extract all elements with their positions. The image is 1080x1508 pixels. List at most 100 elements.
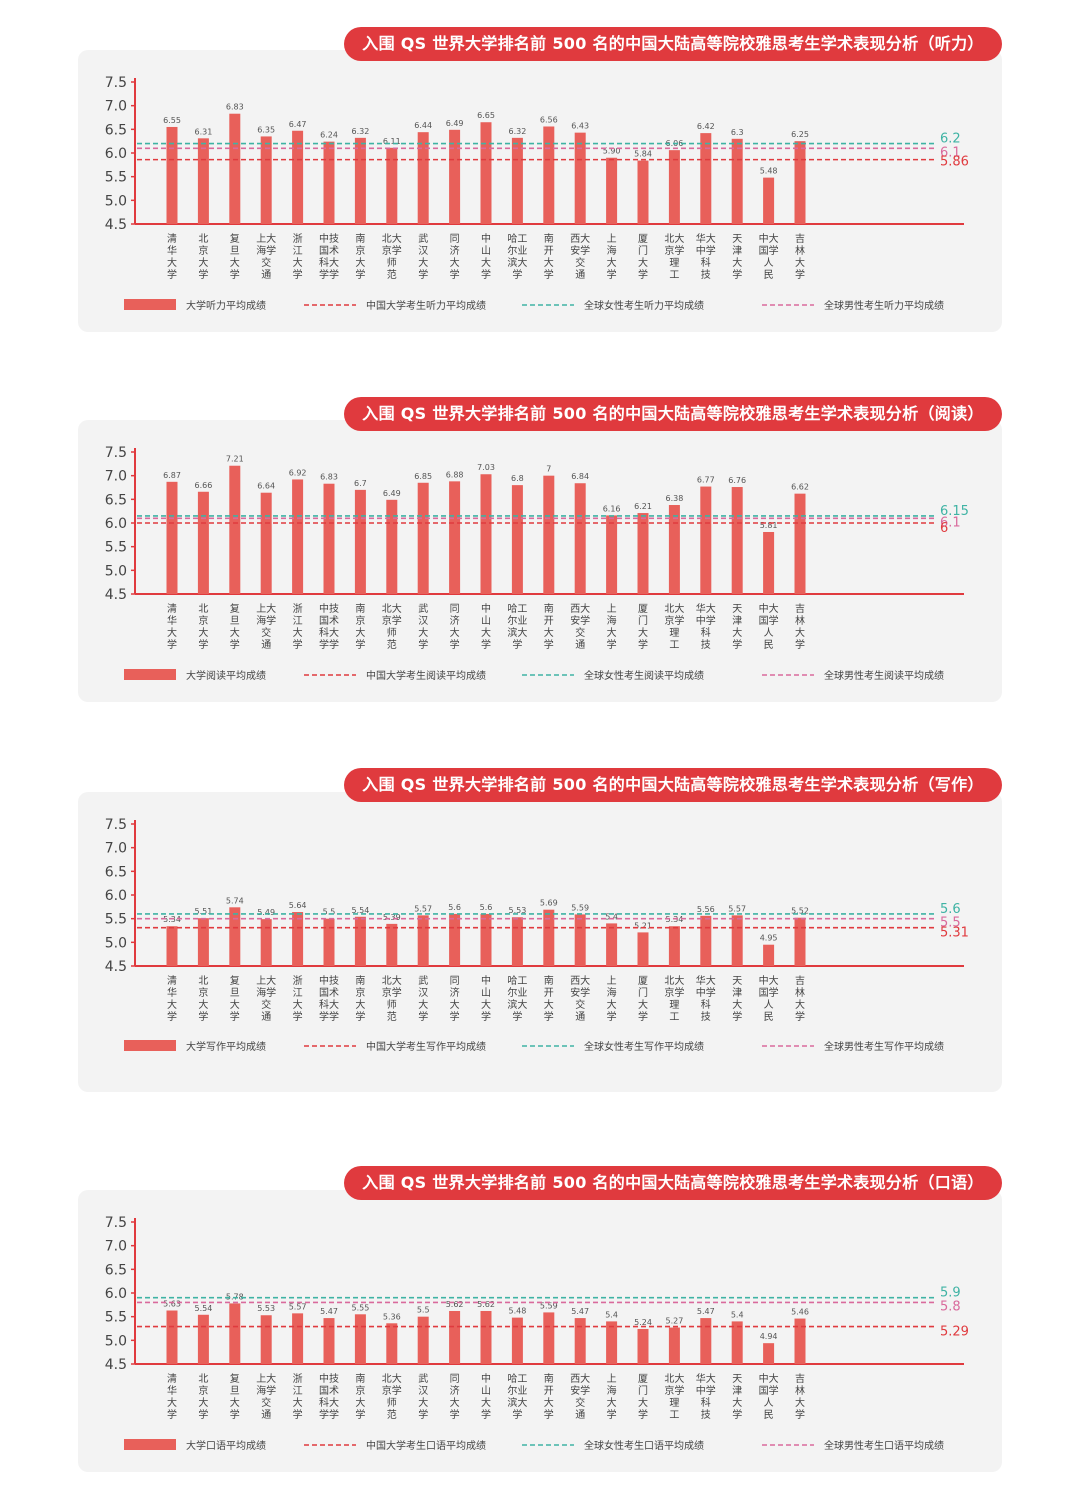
speaking-category-label-line: 大	[450, 1396, 460, 1409]
writing-y-axis-ticks: 7.5 7.0 6.5 6.0 5.5 5.0 4.5	[105, 817, 135, 975]
listening-bar-value-label: 5.48	[760, 167, 778, 176]
reading-category-label-line: 同	[450, 603, 460, 615]
speaking-category-label-line: 武	[418, 1372, 428, 1385]
listening-category-label-line: 民	[764, 269, 774, 281]
listening-category-label-line: 理	[669, 257, 679, 269]
writing-category-label-line: 上	[607, 975, 617, 987]
listening-legend-swatch-bar	[124, 299, 176, 310]
speaking-category-label-line: 大	[732, 1396, 742, 1409]
writing-category-label-line: 学	[795, 1010, 805, 1023]
writing-category-label-line: 华	[167, 986, 177, 999]
listening-y-tick: 6.5	[105, 122, 127, 138]
speaking-bar-value-label: 5.46	[791, 1308, 809, 1317]
reading-y-tick: 5.5	[105, 540, 127, 556]
bar-chart-writing: 7.57.06.56.05.55.04.55.345.515.745.495.6…	[105, 817, 969, 1053]
reading-bar-value-label: 5.81	[760, 521, 778, 530]
speaking-category-label-line: 范	[387, 1408, 397, 1421]
speaking-category-label-line: 国学	[759, 1384, 779, 1397]
speaking-category-labels: 清华大学北京大学复旦大学上大海学交通浙江大学中技国术科大学学南京大学北大京学师范…	[167, 1372, 805, 1421]
writing-bar	[543, 909, 555, 966]
speaking-category-label-line: 工	[669, 1410, 679, 1421]
speaking-category-label-line: 人	[764, 1397, 774, 1409]
reading-category-label-line: 开	[544, 616, 554, 627]
speaking-bar-value-label: 5.47	[697, 1307, 715, 1316]
speaking-category-label-line: 大	[638, 1396, 648, 1409]
speaking-category-label-line: 通	[575, 1409, 585, 1421]
writing-category-label-line: 学	[293, 1010, 303, 1023]
speaking-bar	[417, 1316, 429, 1364]
listening-bar	[794, 141, 806, 224]
speaking-category-label-line: 京	[355, 1384, 365, 1397]
chart-title-writing: 入围 QS 世界大学排名前 500 名的中国大陆高等院校雅思考生学术表现分析（写…	[344, 768, 1002, 802]
writing-category-label-line: 大	[230, 998, 240, 1011]
reading-category-label-line: 大	[481, 626, 491, 639]
listening-legend: 大学听力平均成绩 中国大学考生听力平均成绩 全球女性考生听力平均成绩 全球男性考生听力…	[124, 299, 944, 312]
speaking-category-label-line: 大	[795, 1396, 805, 1409]
listening-category-label-line: 科大	[319, 256, 339, 269]
listening-category-label-line: 京	[198, 244, 208, 257]
speaking-bar-value-label: 4.94	[760, 1332, 778, 1341]
speaking-category-label-line: 科大	[319, 1396, 339, 1409]
writing-bar	[260, 919, 272, 966]
reading-category-label-line: 北大	[664, 602, 684, 615]
writing-y-tick: 6.0	[105, 888, 127, 904]
speaking-bar-value-label: 5.27	[665, 1317, 683, 1326]
reading-reference-value: 6	[940, 521, 948, 536]
speaking-category-label-line: 同	[450, 1373, 460, 1385]
listening-legend-label: 中国大学考生听力平均成绩	[366, 299, 486, 312]
speaking-bar-value-label: 5.62	[446, 1300, 464, 1309]
reading-category-label-line: 学	[198, 638, 208, 651]
listening-category-label-line: 门	[638, 244, 648, 257]
speaking-category-label-line: 江	[293, 1385, 303, 1397]
writing-category-label-line: 厦	[638, 975, 648, 987]
writing-category-label-line: 国术	[319, 987, 339, 999]
reading-category-label-line: 大	[418, 626, 428, 639]
speaking-category-label-line: 民	[764, 1409, 774, 1421]
reading-y-tick: 6.0	[105, 516, 127, 532]
writing-category-label-line: 京	[355, 986, 365, 999]
speaking-y-tick: 4.5	[105, 1357, 127, 1373]
reading-category-label-line: 学	[795, 638, 805, 651]
speaking-category-label-line: 大	[544, 1396, 554, 1409]
speaking-bar-value-label: 5.5	[417, 1306, 430, 1315]
listening-category-label-line: 清	[167, 232, 177, 245]
writing-category-label-line: 大	[418, 998, 428, 1011]
speaking-category-label-line: 大	[607, 1396, 617, 1409]
reading-category-label-line: 通	[575, 639, 585, 651]
listening-category-label-line: 津	[732, 245, 742, 257]
listening-category-label-line: 大	[450, 256, 460, 269]
reading-bar	[449, 481, 461, 594]
listening-category-label-line: 通	[261, 269, 271, 281]
speaking-category-label-line: 门	[638, 1384, 648, 1397]
reading-reference-value: 6.15	[940, 504, 969, 519]
reading-category-label-line: 京学	[664, 614, 684, 627]
writing-category-label-line: 中大	[759, 974, 779, 987]
writing-bar	[763, 944, 775, 966]
writing-category-label-line: 北大	[664, 974, 684, 987]
writing-reference-lines: 5.65.55.31	[137, 902, 969, 941]
reading-y-tick: 4.5	[105, 587, 127, 603]
listening-y-tick: 7.0	[105, 99, 127, 115]
speaking-reference-value: 5.9	[940, 1286, 961, 1301]
speaking-reference-lines: 5.95.8 5.29	[137, 1286, 969, 1340]
writing-category-label-line: 学	[544, 1010, 554, 1023]
